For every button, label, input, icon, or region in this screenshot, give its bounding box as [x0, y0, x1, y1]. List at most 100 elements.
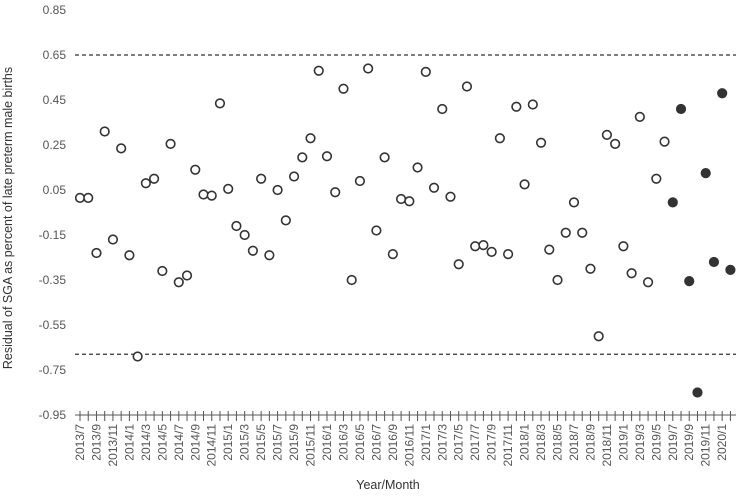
hollow-data-point — [503, 249, 514, 260]
x-tick-label: 2017/1 — [419, 424, 433, 461]
filled-data-point — [675, 103, 687, 115]
hollow-data-point — [610, 138, 621, 149]
hollow-data-point — [107, 234, 119, 245]
x-tick-label: 2014/11 — [205, 424, 219, 467]
hollow-data-point — [634, 111, 645, 122]
filled-data-point — [667, 197, 678, 208]
hollow-data-point — [642, 277, 654, 288]
hollow-data-point — [601, 129, 613, 140]
hollow-data-point — [560, 227, 571, 238]
hollow-data-point — [157, 265, 168, 277]
hollow-data-point — [461, 81, 473, 92]
x-tick-label: 2018/7 — [567, 424, 581, 461]
hollow-data-point — [132, 351, 143, 362]
y-axis-title: Residual of SGA as percent of late prete… — [1, 67, 15, 369]
data-points — [74, 63, 736, 398]
hollow-data-point — [552, 274, 563, 286]
x-tick-label: 2017/3 — [435, 424, 449, 461]
hollow-data-point — [338, 83, 349, 94]
x-tick-label: 2018/3 — [534, 424, 548, 461]
filled-data-point — [725, 264, 736, 275]
x-tick-label: 2014/3 — [139, 424, 153, 461]
hollow-data-point — [99, 126, 110, 137]
hollow-data-point — [280, 215, 291, 226]
x-tick-label: 2016/5 — [353, 424, 367, 461]
x-tick-label: 2014/9 — [188, 424, 202, 461]
hollow-data-point — [626, 268, 637, 279]
hollow-data-point — [428, 182, 440, 193]
x-tick-label: 2014/1 — [122, 424, 136, 461]
hollow-data-point — [330, 187, 341, 198]
hollow-data-point — [165, 138, 176, 149]
hollow-data-point — [453, 259, 464, 270]
x-tick-label: 2016/11 — [402, 424, 416, 467]
x-tick-label: 2018/11 — [600, 424, 614, 467]
x-tick-label: 2013/7 — [73, 424, 87, 461]
filled-data-point — [700, 168, 711, 179]
x-tick-label: 2018/1 — [518, 424, 532, 461]
x-tick-label: 2013/9 — [89, 424, 103, 461]
y-tick-label: -0.75 — [39, 363, 67, 377]
hollow-data-point — [83, 192, 94, 203]
hollow-data-point — [231, 220, 242, 232]
hollow-data-point — [387, 249, 398, 260]
x-tick-label: 2016/1 — [320, 424, 334, 461]
x-axis-title: Year/Month — [356, 478, 420, 492]
hollow-data-point — [544, 244, 555, 255]
x-tick-label: 2019/7 — [666, 424, 680, 461]
hollow-data-point — [445, 191, 456, 202]
hollow-data-point — [198, 189, 209, 200]
hollow-data-point — [223, 183, 234, 194]
x-tick-label: 2013/11 — [106, 424, 120, 467]
filled-data-point — [708, 256, 720, 268]
y-tick-label: 0.45 — [43, 93, 67, 107]
x-tick-label: 2018/5 — [551, 424, 565, 461]
y-tick-label: -0.95 — [39, 408, 67, 422]
hollow-data-point — [239, 229, 250, 241]
y-tick-label: -0.55 — [39, 318, 67, 332]
x-tick-label: 2019/11 — [699, 424, 713, 467]
x-tick-label: 2018/9 — [583, 424, 597, 461]
y-tick-label: 0.85 — [43, 3, 67, 17]
hollow-data-point — [363, 63, 374, 74]
hollow-data-point — [478, 240, 489, 251]
hollow-data-point — [437, 103, 448, 115]
hollow-data-point — [568, 197, 580, 208]
hollow-data-point — [371, 225, 382, 236]
hollow-data-point — [577, 227, 588, 238]
hollow-data-point — [264, 250, 275, 261]
x-tick-label: 2017/11 — [501, 424, 515, 467]
hollow-data-point — [214, 98, 226, 109]
x-tick-label: 2014/5 — [155, 424, 169, 461]
x-tick-label: 2020/1 — [715, 424, 729, 461]
hollow-data-point — [173, 277, 184, 288]
hollow-data-point — [256, 173, 267, 184]
hollow-data-point — [124, 250, 135, 261]
y-tick-label: 0.25 — [43, 138, 67, 152]
hollow-data-point — [535, 137, 547, 148]
hollow-data-point — [470, 241, 481, 252]
hollow-data-point — [346, 274, 357, 286]
hollow-data-point — [181, 270, 193, 281]
hollow-data-point — [618, 241, 629, 252]
x-tick-label: 2016/9 — [386, 424, 400, 461]
y-tick-label: -0.35 — [39, 273, 67, 287]
hollow-data-point — [420, 66, 431, 77]
hollow-data-point — [313, 65, 324, 76]
x-tick-label: 2014/7 — [172, 424, 186, 461]
hollow-data-point — [297, 152, 308, 163]
x-tick-label: 2019/5 — [649, 424, 663, 461]
hollow-data-point — [305, 133, 316, 144]
hollow-data-point — [148, 173, 160, 184]
x-tick-label: 2016/3 — [336, 424, 350, 461]
x-tick-label: 2019/9 — [682, 424, 696, 461]
hollow-data-point — [395, 193, 407, 205]
hollow-data-point — [116, 143, 127, 154]
x-tick-label: 2015/1 — [221, 424, 235, 461]
filled-data-point — [692, 387, 703, 398]
hollow-data-point — [651, 173, 662, 184]
hollow-data-point — [354, 175, 366, 187]
filled-data-point — [684, 276, 695, 287]
hollow-data-point — [74, 192, 86, 203]
hollow-data-point — [659, 136, 670, 147]
